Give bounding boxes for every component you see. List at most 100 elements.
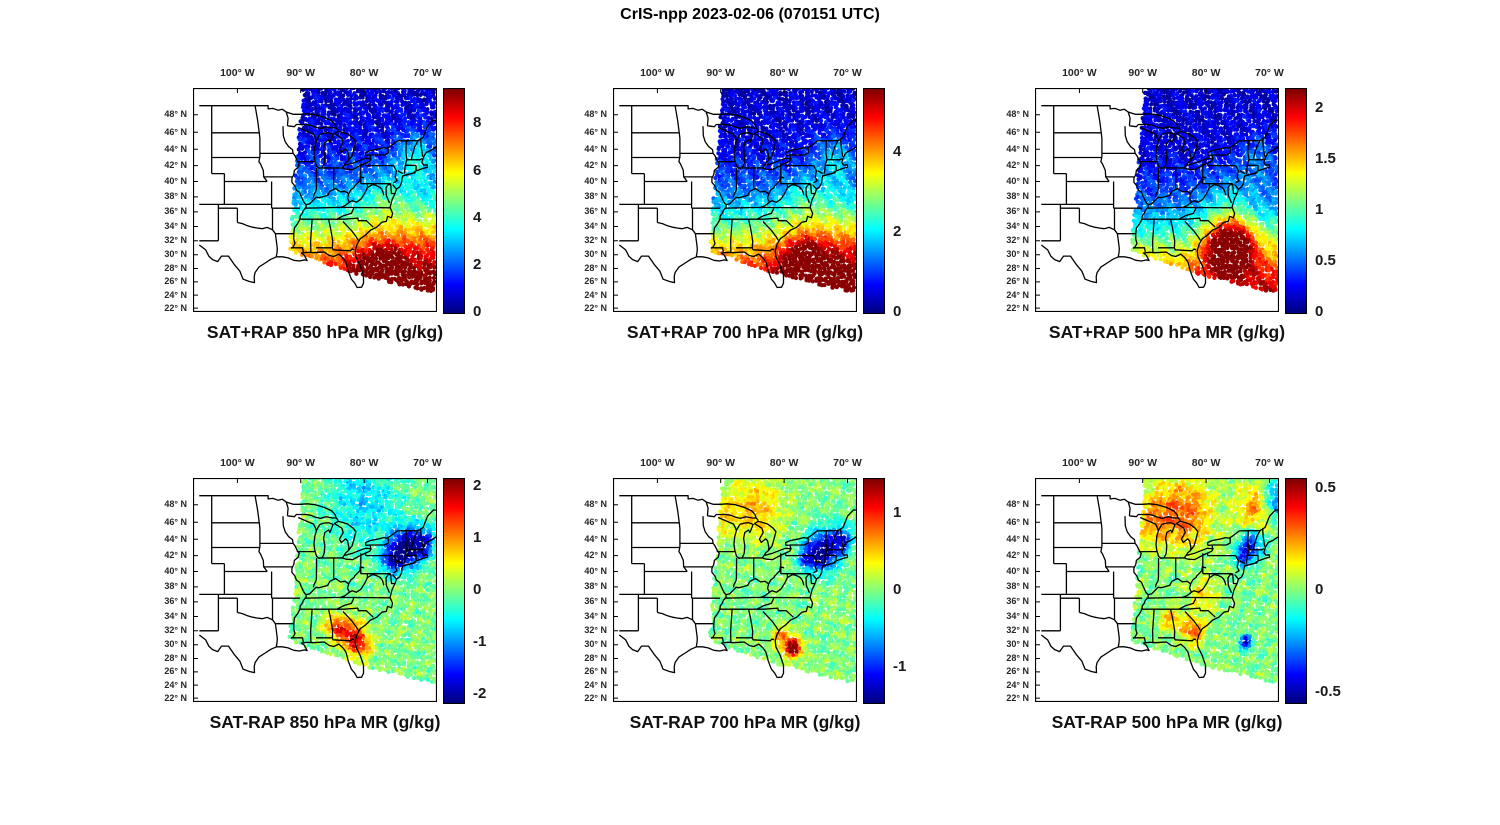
colorbar-tick-label: 1.5 <box>1315 150 1336 168</box>
state-borders-path <box>1040 105 1279 289</box>
lat-tick-label: 46° N <box>164 516 187 527</box>
colorbar-tick-label: 0 <box>1315 303 1324 320</box>
lat-tick-label: 22° N <box>164 302 187 313</box>
axes-frame <box>1035 478 1279 702</box>
lon-tick-label: 90° W <box>1128 457 1158 469</box>
lat-tick-label: 30° N <box>164 249 187 260</box>
lat-tick-label: 30° N <box>164 639 187 650</box>
lat-tick-label: 22° N <box>1006 692 1029 703</box>
lat-tick-label: 44° N <box>164 533 187 544</box>
colorbar-tick-label: 0 <box>1315 581 1324 598</box>
lat-tick-label: 40° N <box>584 565 607 576</box>
data-swath-canvas <box>613 88 857 312</box>
axis-tick-marks <box>613 88 848 309</box>
lat-tick-label: 30° N <box>584 639 607 650</box>
lat-tick-label: 26° N <box>1006 276 1029 287</box>
colorbar <box>863 88 885 314</box>
lon-tick-label: 100° W <box>220 457 255 469</box>
colorbar-tick-label: -1 <box>473 633 487 651</box>
colorbar <box>1285 88 1307 314</box>
lat-tick-label: 26° N <box>584 276 607 287</box>
state-borders <box>198 495 437 679</box>
panel-caption: SAT+RAP 850 hPa MR (g/kg) <box>206 322 444 342</box>
lat-tick-label: 24° N <box>584 679 607 690</box>
map-panel-sat-plus-rap-850: 100° W 90° W 80° W 70° W 48° N 46° N 44° N 42° … <box>164 67 481 342</box>
lat-tick-label: 46° N <box>1006 126 1029 137</box>
figure-title: CrIS-npp 2023-02-06 (070151 UTC) <box>620 6 880 23</box>
colorbar-tick-label: 2 <box>473 476 482 494</box>
colorbar-tick-label: -2 <box>473 685 487 703</box>
colorbar-tick-label: 0.5 <box>1315 252 1336 270</box>
colorbar-tick-label: 4 <box>473 208 482 226</box>
colorbar-tick-label: 0.5 <box>1315 479 1336 497</box>
colorbar-tick-label: 1 <box>1315 201 1324 219</box>
colorbar <box>443 88 465 314</box>
axes-frame <box>193 88 437 312</box>
lat-tick-label: 22° N <box>164 692 187 703</box>
lat-tick-label: 34° N <box>1006 221 1029 231</box>
lat-tick-label: 48° N <box>164 109 187 120</box>
state-borders <box>1040 105 1279 289</box>
lat-tick-label: 42° N <box>164 550 187 561</box>
lon-tick-label: 70° W <box>413 457 442 469</box>
lat-tick-label: 46° N <box>1006 516 1029 527</box>
state-borders <box>618 495 857 679</box>
lat-tick-label: 46° N <box>584 516 607 527</box>
state-borders <box>198 105 437 289</box>
lat-tick-label: 26° N <box>164 276 187 287</box>
axis-tick-marks <box>1035 88 1270 309</box>
state-borders-path <box>618 105 857 289</box>
lat-tick-label: 38° N <box>164 581 187 592</box>
colorbar <box>863 478 885 704</box>
colorbar-tick-label: 0 <box>473 581 482 598</box>
data-swath-canvas <box>193 478 437 702</box>
lat-tick-label: 30° N <box>1006 639 1029 650</box>
lon-tick-label: 80° W <box>349 67 379 79</box>
lat-tick-label: 38° N <box>1006 191 1029 202</box>
colorbar-tick-label: 1 <box>473 528 482 546</box>
lat-tick-label: 48° N <box>1006 109 1029 120</box>
panel-caption: SAT-RAP 700 hPa MR (g/kg) <box>629 712 861 732</box>
lat-tick-label: 28° N <box>164 262 187 273</box>
lat-tick-label: 32° N <box>164 625 187 636</box>
lat-tick-label: 42° N <box>1006 160 1029 171</box>
lat-tick-label: 38° N <box>584 191 607 202</box>
lon-tick-label: 90° W <box>706 457 736 469</box>
lon-tick-label: 70° W <box>833 457 862 469</box>
lat-tick-label: 48° N <box>1006 499 1029 510</box>
lon-tick-label: 70° W <box>1255 67 1284 79</box>
map-overlay <box>613 478 857 702</box>
lon-tick-label: 70° W <box>413 67 442 79</box>
axes-frame <box>1035 88 1279 312</box>
lat-tick-label: 44° N <box>584 143 607 154</box>
colorbar-tick-label: 0 <box>893 303 902 320</box>
lat-tick-label: 44° N <box>584 533 607 544</box>
lon-tick-label: 80° W <box>769 67 799 79</box>
lat-tick-label: 22° N <box>1006 302 1029 313</box>
lat-tick-label: 32° N <box>584 235 607 246</box>
map-panel-sat-plus-rap-700: 100° W 90° W 80° W 70° W 48° N 46° N 44° N 42° … <box>584 67 901 342</box>
panel-caption: SAT+RAP 700 hPa MR (g/kg) <box>626 322 864 342</box>
lon-tick-label: 80° W <box>1191 67 1221 79</box>
lat-tick-label: 24° N <box>164 679 187 690</box>
lat-tick-label: 46° N <box>584 126 607 137</box>
lat-tick-label: 28° N <box>584 262 607 273</box>
lat-tick-label: 48° N <box>584 109 607 120</box>
axes-frame <box>613 478 857 702</box>
lat-tick-label: 24° N <box>1006 679 1029 690</box>
lat-tick-label: 44° N <box>1006 143 1029 154</box>
lat-tick-label: 44° N <box>164 143 187 154</box>
lat-tick-label: 40° N <box>1006 175 1029 186</box>
lat-tick-label: 48° N <box>164 499 187 510</box>
lat-tick-label: 28° N <box>164 652 187 663</box>
lat-tick-label: 36° N <box>1006 596 1029 607</box>
lat-tick-label: 22° N <box>584 692 607 703</box>
lat-tick-label: 42° N <box>1006 550 1029 561</box>
lat-tick-label: 24° N <box>584 289 607 300</box>
map-panel-sat-minus-rap-700: 100° W 90° W 80° W 70° W 48° N 46° N 44° N 42° … <box>584 457 906 732</box>
colorbar-tick-label: 2 <box>473 255 482 273</box>
lat-tick-label: 36° N <box>164 206 187 217</box>
colorbar-tick-label: -0.5 <box>1315 682 1341 700</box>
lat-tick-label: 38° N <box>164 191 187 202</box>
